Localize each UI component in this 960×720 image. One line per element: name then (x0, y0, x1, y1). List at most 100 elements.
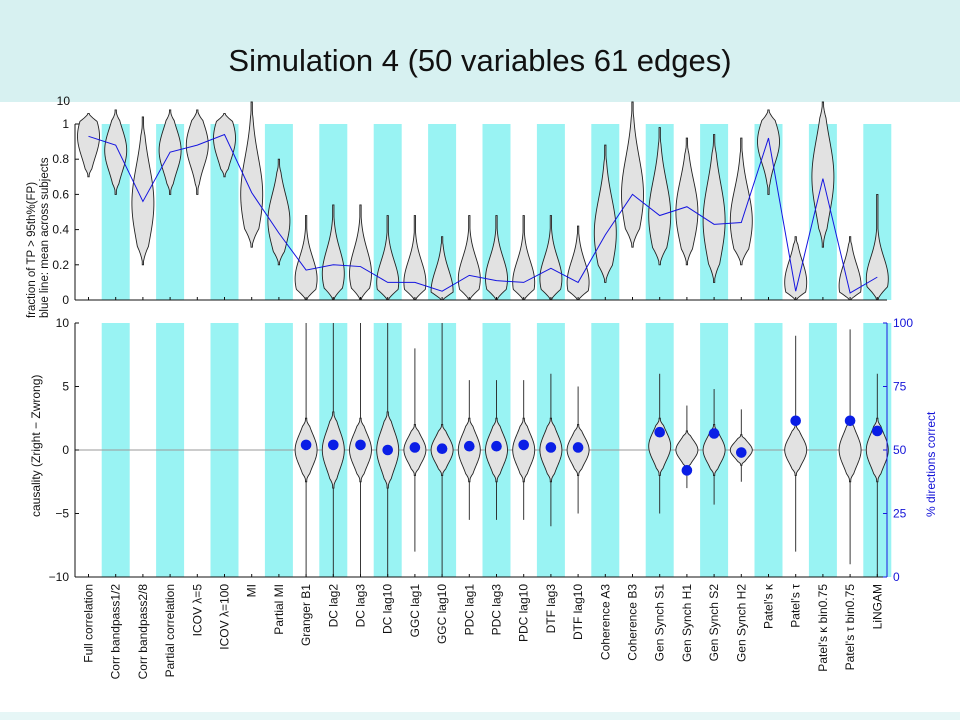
panel2-y2tick-label: 0 (893, 570, 900, 584)
violin-top-coherence-b3 (621, 101, 644, 248)
panel1-ytick-label: 1 (62, 117, 69, 131)
violin-bottom-lingam (865, 417, 889, 483)
xtick-label-gen-synch-h2: Gen Synch H2 (734, 584, 748, 662)
x-tick-labels: Full correlation Corr bandpass1/2 Corr ban… (82, 583, 885, 679)
violin-top-corr-bandpass2-8 (131, 116, 155, 266)
xtick-label-partial-correlation: Partial correlation (163, 584, 177, 677)
panel1-ytick-label: 0.4 (52, 223, 69, 237)
xtick-label-icov-100: ICOV λ=100 (218, 584, 232, 650)
panel1-top-cut-tick: 10 (57, 94, 71, 108)
panel2-ytick-label: −5 (55, 507, 69, 521)
panel1-ylabel: fraction of TP > 95th%(FP) blue line: me… (26, 157, 51, 318)
violin-bottom-gen-synch-s2 (702, 424, 726, 476)
violin-top-mi (240, 101, 264, 248)
dot-gen-synch-h1 (681, 465, 693, 476)
xtick-label-corr-bandpass1-2: Corr bandpass1/2 (109, 584, 123, 680)
causality-violins (294, 323, 889, 577)
violin-top-dtf-lag10 (566, 225, 590, 301)
mean-line (88, 133, 878, 294)
panel2-y2tick-label: 75 (893, 380, 907, 394)
panel2-y2tick-label: 50 (893, 443, 907, 457)
violin-top-dc-lag2 (321, 204, 345, 301)
violin-bottom-gen-synch-h1 (675, 430, 699, 470)
xtick-label-lingam: LiNGAM (870, 584, 884, 629)
xtick-label-dtf-lag10: DTF lag10 (571, 584, 585, 640)
panel2-ytick-label: 0 (62, 443, 69, 457)
violin-top-gen-synch-s2 (702, 134, 726, 283)
dot-gen-synch-h2 (736, 447, 747, 458)
violin-top-ggc-lag1 (403, 215, 427, 301)
dot-patel-s-bin0-75 (844, 415, 856, 427)
xtick-label-coherence-b3: Coherence B3 (626, 584, 640, 661)
xtick-label-gen-synch-s2: Gen Synch S2 (707, 584, 721, 662)
title-banner: Simulation 4 (50 variables 61 edges) (0, 0, 960, 102)
violin-top-patel-s (784, 236, 808, 301)
dot-lingam (872, 425, 883, 437)
xtick-label-icov-5: ICOV λ=5 (190, 584, 204, 637)
violin-top-gen-synch-s1 (648, 127, 672, 266)
panel1-ylabel-line2: blue line: mean across subjects (39, 157, 51, 318)
violin-top-partial-mi (267, 158, 291, 266)
violin-top-coherence-a3 (593, 144, 617, 283)
dot-dc-lag10 (382, 444, 394, 456)
dot-dtf-lag10 (572, 442, 584, 453)
panel1-ytick-label: 0 (62, 293, 69, 307)
xtick-label-patel-s: Patel's τ (789, 584, 803, 628)
panel2-y2label: % directions correct (924, 411, 938, 517)
xtick-label-gen-synch-s1: Gen Synch S1 (653, 584, 667, 662)
xtick-label-dc-lag2: DC lag2 (326, 584, 340, 628)
panel2-ytick-label: 5 (62, 380, 69, 394)
xtick-label-ggc-lag1: GGC lag1 (408, 584, 422, 638)
violin-top-pdc-lag1 (457, 215, 481, 301)
dot-pdc-lag3 (491, 440, 502, 452)
dot-dtf-lag3 (545, 442, 557, 453)
panel2-ytick-label: −10 (49, 570, 70, 584)
xtick-label-mi: MI (245, 584, 259, 597)
xtick-label-granger-b1: Granger B1 (299, 584, 313, 646)
xtick-label-patel-s-bin0-75: Patel's κ bin0.75 (816, 584, 830, 672)
xtick-label-ggc-lag10: GGC lag10 (435, 584, 449, 644)
dot-gen-synch-s1 (654, 426, 665, 438)
percent-correct-dots (300, 415, 883, 476)
footer-bar (0, 712, 960, 720)
xtick-label-gen-synch-h1: Gen Synch H1 (680, 584, 694, 662)
xtick-label-patel-s: Patel's κ (762, 583, 776, 629)
xtick-label-full-correlation: Full correlation (82, 584, 96, 663)
violin-bottom-patel-s-bin0-75 (838, 417, 862, 483)
panel2-ylabel: causality (Zright − Zwrong) (29, 375, 43, 517)
dot-pdc-lag10 (518, 439, 529, 451)
violin-top-gen-synch-h1 (675, 137, 699, 266)
xtick-label-partial-mi: Partial MI (272, 584, 286, 635)
violin-top-lingam (865, 193, 889, 301)
dot-gen-synch-s2 (708, 428, 720, 439)
panel2-y2tick-label: 100 (893, 316, 913, 330)
violin-top-full-correlation (77, 112, 100, 178)
panel1-ylabel-line1: fraction of TP > 95th%(FP) (26, 182, 38, 318)
violin-top-dc-lag3 (349, 204, 372, 301)
violin-top-pdc-lag3 (485, 215, 508, 301)
violin-top-pdc-lag10 (512, 215, 536, 301)
dot-patel-s (790, 415, 801, 427)
violin-bottom-patel-s (784, 424, 808, 476)
xtick-label-dc-lag10: DC lag10 (381, 584, 395, 634)
xtick-label-pdc-lag1: PDC lag1 (462, 584, 476, 636)
dot-dc-lag2 (328, 439, 339, 451)
xtick-label-dtf-lag3: DTF lag3 (544, 584, 558, 634)
xtick-label-pdc-lag10: PDC lag10 (517, 584, 531, 642)
accuracy-violins (77, 101, 889, 301)
dot-granger-b1 (300, 439, 312, 451)
mean-line-layer (88, 133, 878, 294)
dot-ggc-lag10 (436, 443, 448, 455)
xtick-label-corr-bandpass2-8: Corr bandpass2/8 (136, 584, 150, 680)
xtick-label-dc-lag3: DC lag3 (354, 584, 368, 628)
violin-top-patel-s-bin0-75 (838, 236, 862, 301)
panel2-ytick-label: 10 (56, 316, 70, 330)
dot-ggc-lag1 (409, 442, 421, 453)
slide-title: Simulation 4 (50 variables 61 edges) (228, 43, 732, 78)
xtick-label-patel-s-bin0-75: Patel's τ bin0.75 (843, 584, 857, 671)
violin-top-patel-s-bin0-75 (811, 101, 835, 248)
violin-top-icov-5 (185, 109, 209, 195)
panel2-y2tick-label: 25 (893, 507, 907, 521)
xtick-label-pdc-lag3: PDC lag3 (490, 584, 504, 636)
